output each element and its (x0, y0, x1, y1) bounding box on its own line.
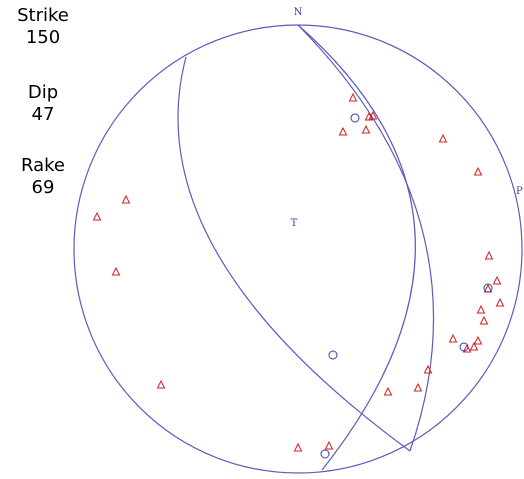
compression-triangle (476, 304, 486, 314)
nodal-plane-2 (177, 56, 411, 452)
dip-label: Dip (27, 82, 59, 103)
compression-triangle (448, 333, 458, 343)
dilatation-circle (350, 113, 360, 123)
compression-triangle (156, 379, 166, 389)
dip-value: 47 (31, 104, 55, 125)
rake-readout: Rake 69 (0, 155, 86, 199)
stereonet-circle (73, 24, 523, 474)
compression-triangle (479, 315, 489, 325)
compression-triangle (111, 266, 121, 276)
dilatation-circle (328, 350, 338, 360)
compression-triangle (413, 382, 423, 392)
compression-triangle (438, 133, 448, 143)
p-axis-label: P (516, 186, 523, 197)
compression-triangle (361, 124, 371, 134)
compression-triangle (368, 110, 378, 120)
strike-value: 150 (25, 27, 61, 48)
compression-triangle (484, 250, 494, 260)
t-axis-label: T (291, 218, 298, 229)
auxiliary-plane (297, 24, 416, 471)
strike-label: Strike (17, 5, 69, 26)
rake-label: Rake (21, 155, 65, 176)
dilatation-circle (459, 342, 469, 352)
station-markers (92, 92, 505, 459)
dilatation-circle (483, 283, 493, 293)
strike-readout: Strike 150 (0, 5, 86, 49)
compression-triangle (473, 335, 483, 345)
compression-triangle (364, 111, 374, 121)
compression-triangle (383, 386, 393, 396)
rake-value: 69 (31, 177, 55, 198)
compression-triangle (495, 297, 505, 307)
compression-triangle (462, 343, 472, 353)
compression-triangle (121, 194, 131, 204)
compression-triangle (293, 442, 303, 452)
dip-readout: Dip 47 (0, 82, 86, 126)
dilatation-circle (320, 449, 330, 459)
north-label: N (294, 7, 303, 18)
nodal-plane-1 (297, 24, 435, 452)
compression-triangle (348, 92, 358, 102)
compression-triangle (324, 440, 334, 450)
compression-triangle (492, 275, 502, 285)
compression-triangle (92, 211, 102, 221)
compression-triangle (423, 364, 433, 374)
compression-triangle (469, 341, 479, 351)
compression-triangle (473, 166, 483, 176)
compression-triangle (338, 126, 348, 136)
